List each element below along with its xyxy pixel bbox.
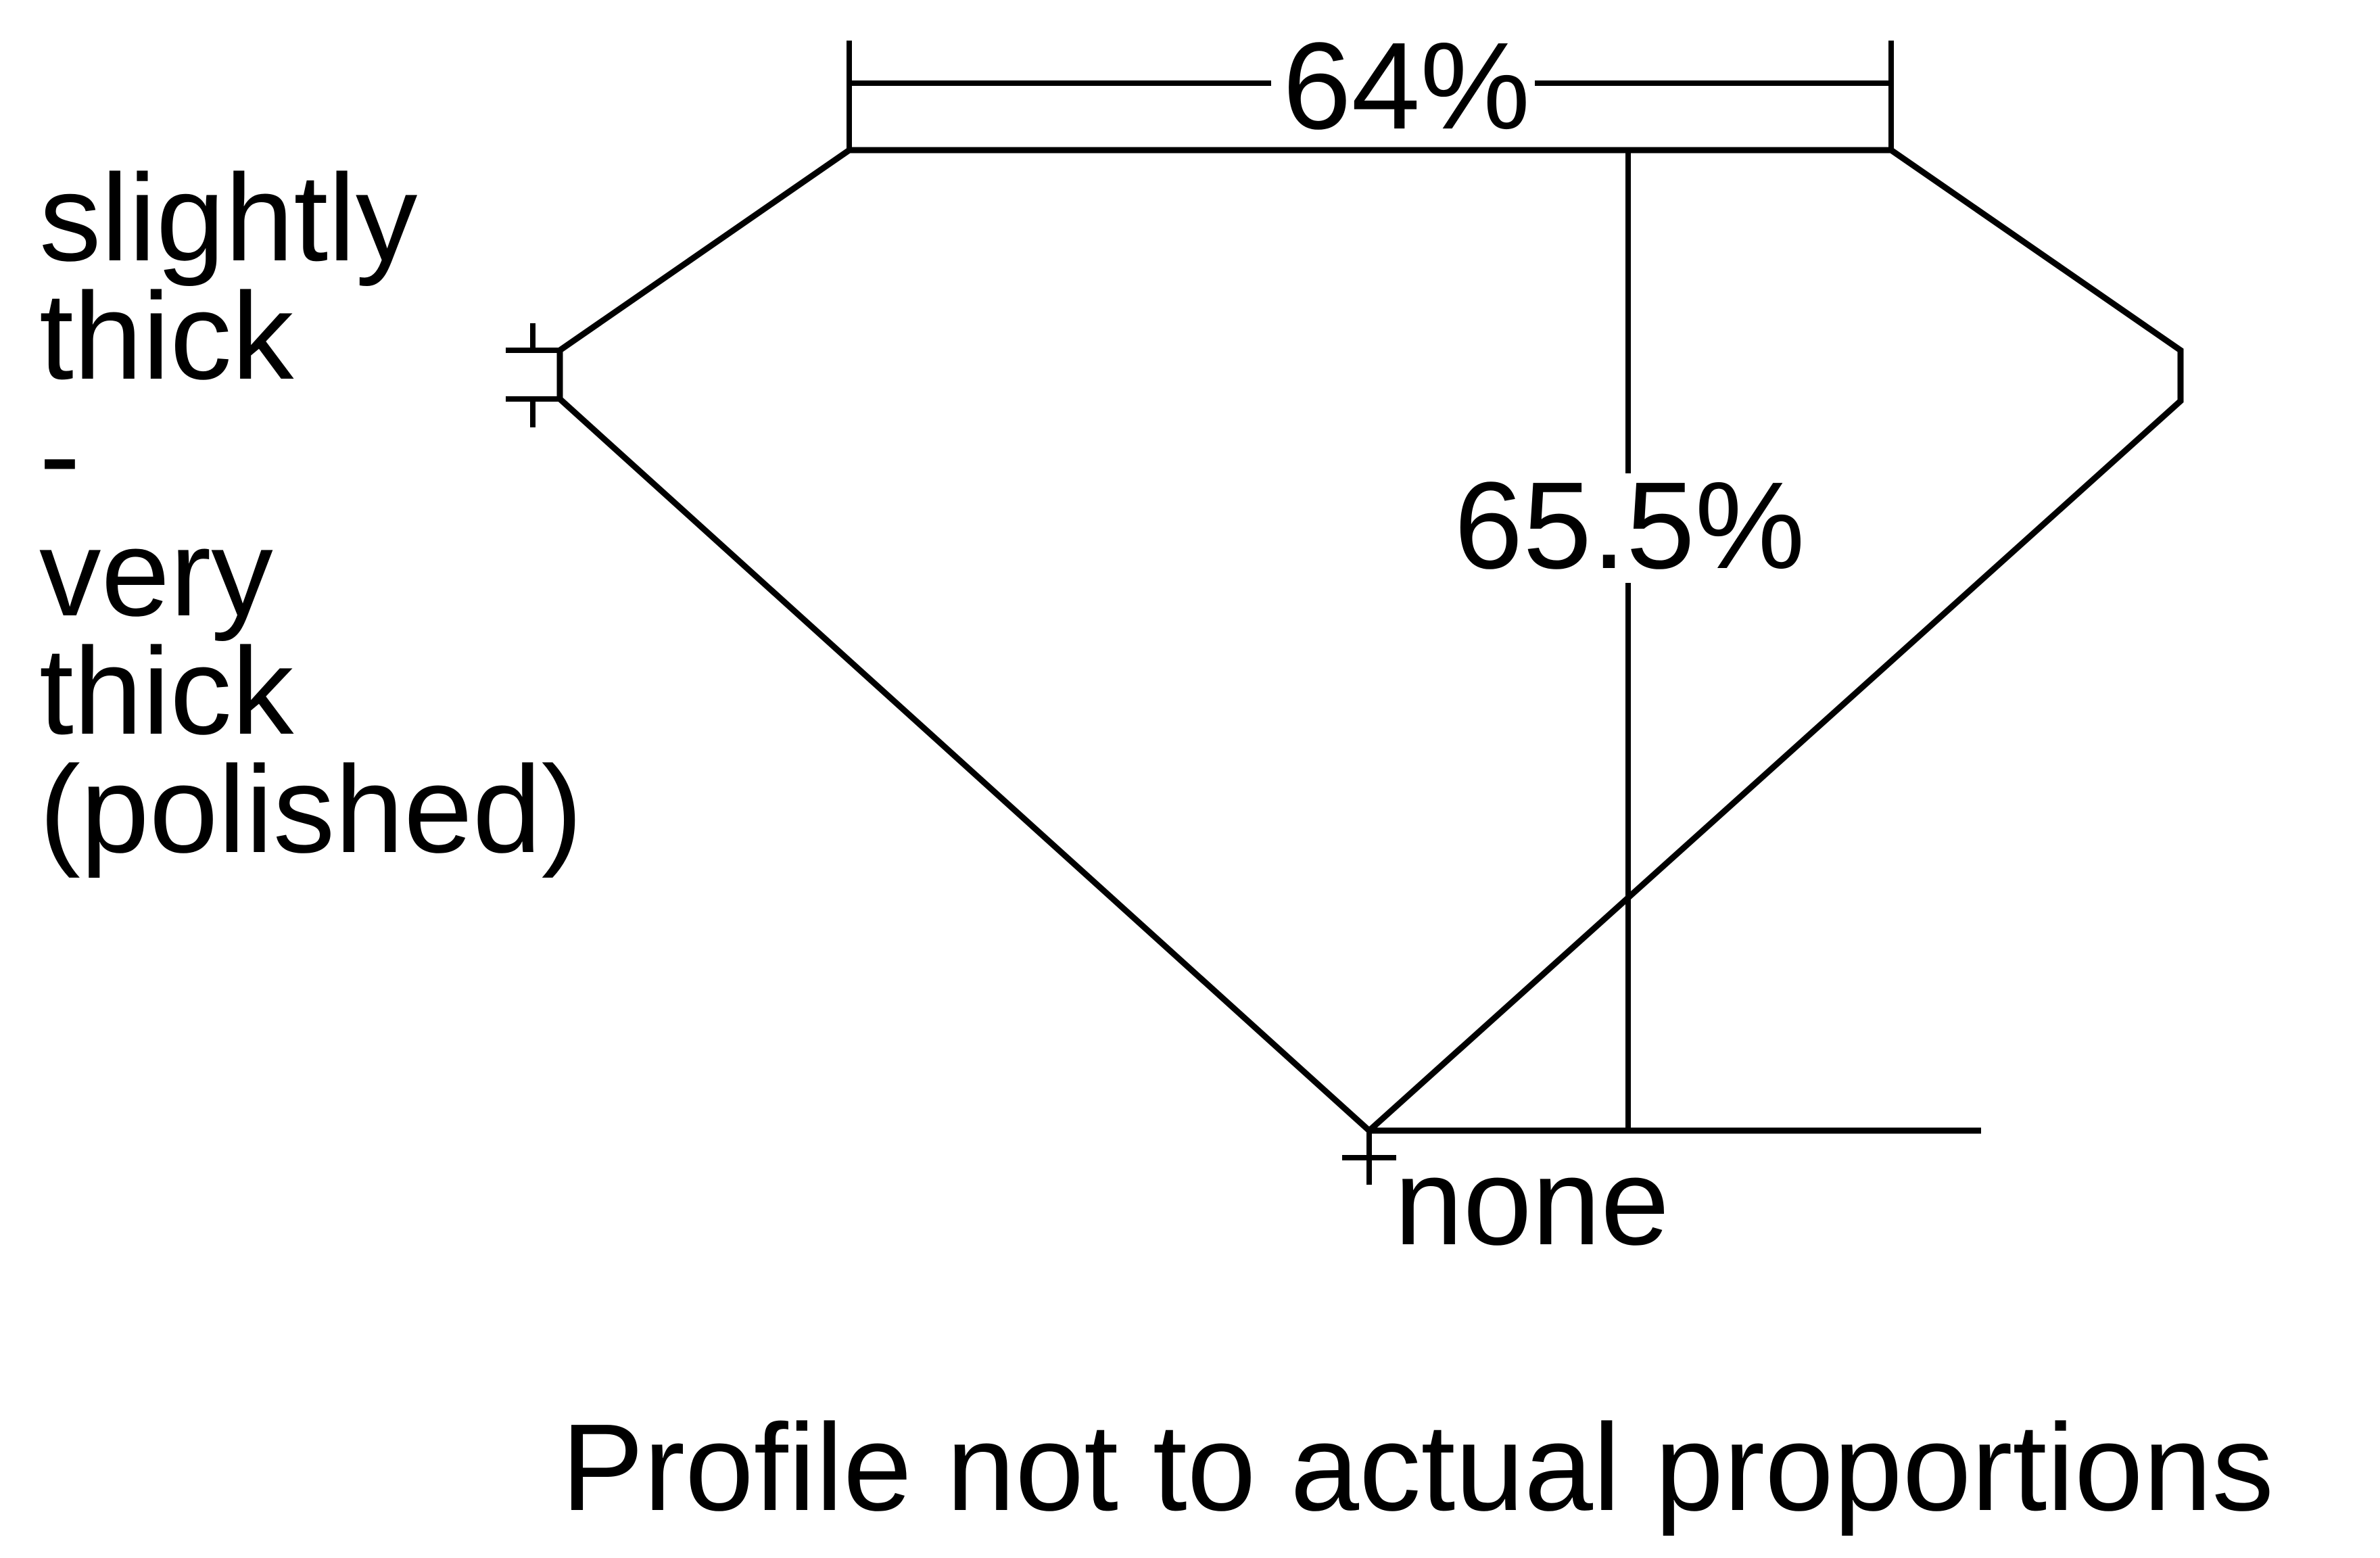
footnote-label: Profile not to actual proportions	[561, 1398, 2274, 1536]
depth-percentage-label: 65.5%	[1454, 456, 1805, 594]
girdle-label-line-4: very	[39, 503, 273, 642]
table-width-bracket	[847, 41, 1894, 150]
girdle-thickness-ticks	[506, 323, 560, 427]
girdle-label-line-5: thick	[39, 621, 294, 760]
table-percentage-label: 64%	[1283, 16, 1530, 155]
girdle-description-label: slightly thick - very thick (polished)	[39, 148, 583, 878]
girdle-label-line-2: thick	[39, 266, 294, 405]
culet-cross-mark	[1342, 1131, 1396, 1185]
girdle-label-line-3: -	[39, 385, 80, 523]
diamond-outline	[556, 147, 2184, 1135]
girdle-label-line-1: slightly	[39, 148, 418, 287]
girdle-label-line-6: (polished)	[39, 740, 583, 878]
culet-label: none	[1394, 1132, 1669, 1271]
